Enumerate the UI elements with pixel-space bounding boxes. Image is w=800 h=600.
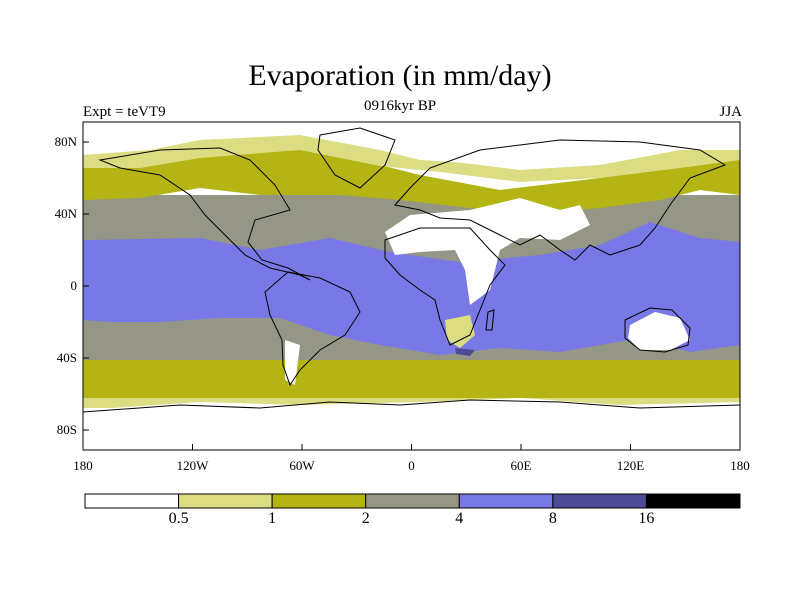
coastlines [83,127,740,413]
colorbar-label: 2 [361,510,370,527]
antarctic-white [83,398,740,450]
colorbar-swatch [178,493,273,509]
colorbar-swatch [84,493,180,509]
axis-tick-labels: 80N 40N 0 40S 80S 180 120W 60W 0 60E 120E 180 [55,134,750,473]
map-title: Evaporation (in mm/day) [248,59,552,92]
lon-label: 180 [730,458,750,473]
lat-label: 40S [57,350,77,365]
colorbar-swatch [552,493,647,509]
south-africa-light [445,315,475,348]
colorbar-label: 8 [548,510,557,527]
colorbar-label: 16 [638,510,655,527]
period-label: 0916kyr BP [363,98,437,114]
lon-label: 120W [177,458,210,473]
patagonia-white [285,340,300,385]
tropical-blue-band [83,222,740,355]
colorbar-swatch [365,493,460,509]
lat-label: 80S [57,422,77,437]
colorbar-label: 1 [268,510,277,527]
lon-label: 120E [617,458,645,473]
lon-label: 180 [73,458,93,473]
lon-label: 60W [289,458,315,473]
sahara-white [385,198,590,305]
lat-label: 80N [55,134,78,149]
australia-white [628,312,690,350]
lon-label: 60E [511,458,532,473]
colorbar-swatch [458,493,554,509]
season-label: JJA [719,104,742,120]
lat-label: 40N [55,206,78,221]
colorbar-swatch [271,493,367,509]
arctic-light-band [83,135,740,182]
experiment-label: Expt = teVT9 [83,104,166,120]
colorbar [84,493,741,509]
lon-label: 0 [408,458,415,473]
map-field [83,122,740,450]
dark-blue-spot [455,348,475,356]
colorbar-swatch [645,493,741,509]
colorbar-label: 0.5 [168,510,189,527]
colorbar-label: 4 [455,510,464,527]
axis-ticks [82,141,741,450]
arctic-white [83,122,740,165]
lat-label: 0 [71,278,78,293]
